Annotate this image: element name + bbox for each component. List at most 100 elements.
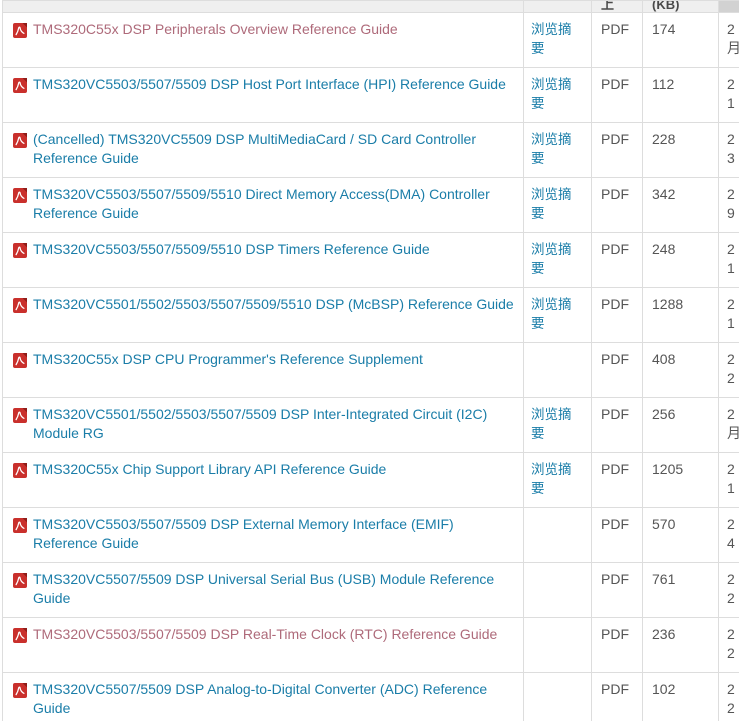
document-title-cell: TMS320C55x DSP Peripherals Overview Refe… xyxy=(2,12,524,68)
document-title-cell: TMS320VC5501/5502/5503/5507/5509 DSP Int… xyxy=(2,397,524,453)
pdf-file-icon xyxy=(13,683,27,698)
file-size-value: 342 xyxy=(652,186,676,202)
file-size-value: 174 xyxy=(652,21,676,37)
header-size-column[interactable]: (KB) xyxy=(642,0,719,13)
file-size-value: 228 xyxy=(652,131,676,147)
header-abstract-column[interactable] xyxy=(523,0,592,13)
file-size-cell: 112 xyxy=(642,67,719,123)
pdf-file-icon xyxy=(13,408,27,423)
file-size-value: 236 xyxy=(652,626,676,642)
file-type-label: PDF xyxy=(601,296,629,312)
file-size-value: 248 xyxy=(652,241,676,257)
file-size-value: 408 xyxy=(652,351,676,367)
date-cell-clipped: 2 1 xyxy=(718,232,739,288)
file-type-cell: PDF xyxy=(591,342,643,398)
pdf-file-icon xyxy=(13,628,27,643)
file-type-label: PDF xyxy=(601,516,629,532)
date-fragment-line2: 1 xyxy=(727,480,735,496)
abstract-cell: 浏览摘要 xyxy=(523,452,592,508)
document-title-link[interactable]: TMS320C55x DSP CPU Programmer's Referenc… xyxy=(33,351,423,367)
abstract-cell xyxy=(523,342,592,398)
document-title-cell: (Cancelled) TMS320VC5509 DSP MultiMediaC… xyxy=(2,122,524,178)
document-title-link[interactable]: TMS320VC5501/5502/5503/5507/5509/5510 DS… xyxy=(33,296,514,312)
document-title-link[interactable]: TMS320VC5501/5502/5503/5507/5509 DSP Int… xyxy=(33,406,488,441)
file-size-cell: 1205 xyxy=(642,452,719,508)
date-fragment-line2: 2 xyxy=(727,370,735,386)
document-title-cell: TMS320VC5501/5502/5503/5507/5509/5510 DS… xyxy=(2,287,524,343)
document-title-cell: TMS320C55x Chip Support Library API Refe… xyxy=(2,452,524,508)
date-fragment-line1: 2 xyxy=(727,131,735,147)
abstract-cell xyxy=(523,507,592,563)
browse-abstract-link[interactable]: 浏览摘要 xyxy=(531,407,572,441)
document-title-link[interactable]: TMS320VC5503/5507/5509/5510 DSP Timers R… xyxy=(33,241,430,257)
browse-abstract-link[interactable]: 浏览摘要 xyxy=(531,187,572,221)
date-fragment-line1: 2 xyxy=(727,681,735,697)
file-type-cell: PDF xyxy=(591,67,643,123)
document-title-link[interactable]: TMS320VC5503/5507/5509 DSP Real-Time Clo… xyxy=(33,626,498,642)
date-cell-clipped: 2 1 xyxy=(718,67,739,123)
header-date-column-sorted[interactable] xyxy=(718,0,739,13)
file-size-cell: 570 xyxy=(642,507,719,563)
document-title-cell: TMS320VC5503/5507/5509/5510 DSP Timers R… xyxy=(2,232,524,288)
table-row: TMS320VC5501/5502/5503/5507/5509 DSP Int… xyxy=(2,397,739,453)
file-type-cell: PDF xyxy=(591,672,643,721)
pdf-file-icon xyxy=(13,243,27,258)
pdf-file-icon xyxy=(13,353,27,368)
abstract-cell: 浏览摘要 xyxy=(523,122,592,178)
file-type-cell: PDF xyxy=(591,122,643,178)
browse-abstract-link[interactable]: 浏览摘要 xyxy=(531,132,572,166)
document-title-link[interactable]: TMS320VC5503/5507/5509/5510 Direct Memor… xyxy=(33,186,490,221)
file-type-label: PDF xyxy=(601,571,629,587)
document-title-cell: TMS320VC5503/5507/5509 DSP Host Port Int… xyxy=(2,67,524,123)
document-title-cell: TMS320VC5503/5507/5509 DSP Real-Time Clo… xyxy=(2,617,524,673)
file-size-value: 761 xyxy=(652,571,676,587)
pdf-file-icon xyxy=(13,23,27,38)
document-title-cell: TMS320C55x DSP CPU Programmer's Referenc… xyxy=(2,342,524,398)
abstract-cell xyxy=(523,617,592,673)
table-row: TMS320C55x Chip Support Library API Refe… xyxy=(2,452,739,508)
abstract-cell xyxy=(523,672,592,721)
file-size-cell: 236 xyxy=(642,617,719,673)
document-title-link[interactable]: TMS320C55x DSP Peripherals Overview Refe… xyxy=(33,21,398,37)
date-fragment-line2: 2 xyxy=(727,590,735,606)
file-type-cell: PDF xyxy=(591,452,643,508)
pdf-file-icon xyxy=(13,463,27,478)
browse-abstract-link[interactable]: 浏览摘要 xyxy=(531,462,572,496)
pdf-file-icon xyxy=(13,298,27,313)
header-title-column[interactable] xyxy=(2,0,524,13)
browse-abstract-link[interactable]: 浏览摘要 xyxy=(531,297,572,331)
document-title-link[interactable]: TMS320VC5507/5509 DSP Universal Serial B… xyxy=(33,571,495,606)
document-title-link[interactable]: TMS320VC5503/5507/5509 DSP External Memo… xyxy=(33,516,454,551)
date-fragment-line2: 1 xyxy=(727,315,735,331)
browse-abstract-link[interactable]: 浏览摘要 xyxy=(531,77,572,111)
document-title-link[interactable]: TMS320VC5503/5507/5509 DSP Host Port Int… xyxy=(33,76,506,92)
date-fragment-line2: 月 xyxy=(727,40,739,56)
document-title-link[interactable]: TMS320VC5507/5509 DSP Analog-to-Digital … xyxy=(33,681,488,716)
date-fragment-line2: 3 xyxy=(727,150,735,166)
document-title-link[interactable]: TMS320C55x Chip Support Library API Refe… xyxy=(33,461,387,477)
table-row: TMS320VC5503/5507/5509/5510 Direct Memor… xyxy=(2,177,739,233)
document-title-link[interactable]: (Cancelled) TMS320VC5509 DSP MultiMediaC… xyxy=(33,131,477,166)
file-size-cell: 248 xyxy=(642,232,719,288)
file-size-value: 112 xyxy=(652,76,675,92)
date-cell-clipped: 2 1 xyxy=(718,287,739,343)
file-type-cell: PDF xyxy=(591,177,643,233)
date-cell-clipped: 2 9 xyxy=(718,177,739,233)
table-row: TMS320C55x DSP Peripherals Overview Refe… xyxy=(2,12,739,68)
header-filetype-column[interactable]: 上 xyxy=(591,0,643,13)
browse-abstract-link[interactable]: 浏览摘要 xyxy=(531,22,572,56)
file-size-value: 1288 xyxy=(652,296,684,312)
date-fragment-line1: 2 xyxy=(727,351,735,367)
date-fragment-line1: 2 xyxy=(727,626,735,642)
date-fragment-line2: 1 xyxy=(727,260,735,276)
pdf-file-icon xyxy=(13,133,27,148)
date-fragment-line2: 9 xyxy=(727,205,735,221)
file-size-cell: 761 xyxy=(642,562,719,618)
date-cell-clipped: 2 4 xyxy=(718,507,739,563)
date-fragment-line1: 2 xyxy=(727,76,735,92)
browse-abstract-link[interactable]: 浏览摘要 xyxy=(531,242,572,276)
date-cell-clipped: 2 月 xyxy=(718,12,739,68)
date-fragment-line1: 2 xyxy=(727,186,735,202)
date-cell-clipped: 2 月 xyxy=(718,397,739,453)
